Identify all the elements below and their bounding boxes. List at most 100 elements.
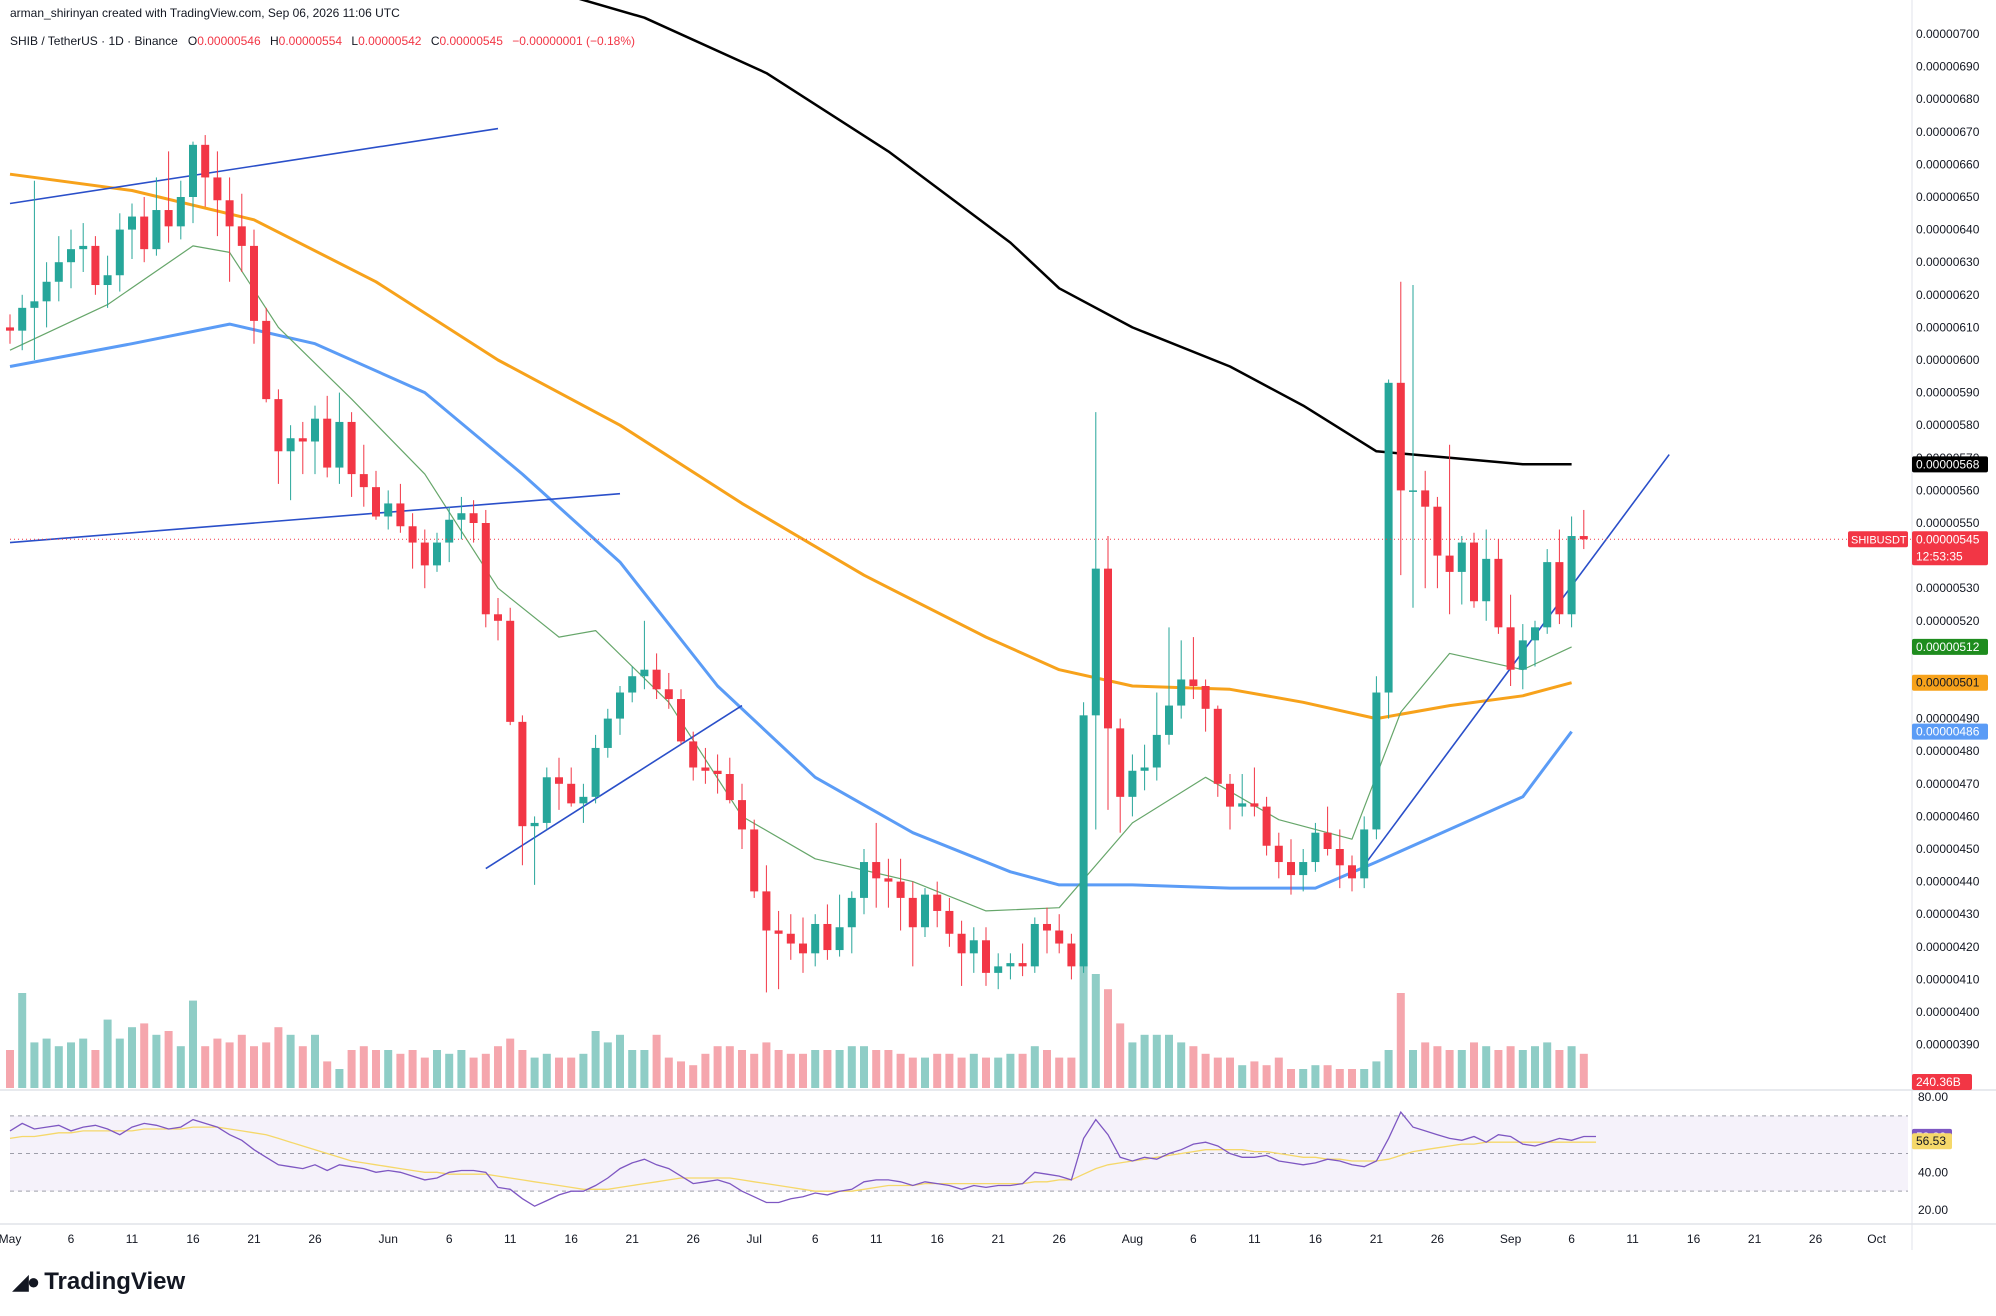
candle-body (445, 519, 454, 543)
candle-body (933, 894, 942, 911)
candle-body (140, 216, 149, 250)
volume-bar (164, 1031, 173, 1088)
candle-body (921, 894, 929, 928)
time-axis-label: Oct (1867, 1232, 1886, 1246)
volume-bar (1091, 974, 1100, 1088)
candle-body (79, 245, 88, 250)
volume-bar (408, 1050, 417, 1088)
candle-body (1531, 627, 1539, 641)
tradingview-logo[interactable]: ◢● TradingView (12, 1268, 185, 1296)
open-value: 0.00000546 (197, 34, 261, 48)
volume-bar (189, 1000, 197, 1088)
moving-average-line (9, 172, 1572, 721)
candle-body (6, 327, 14, 331)
price-axis-tick: 0.00000640 (1916, 223, 1980, 237)
volume-bar (982, 1057, 990, 1088)
time-axis-label: 6 (1568, 1232, 1575, 1246)
volume-bar (18, 993, 27, 1088)
candle-body (286, 438, 295, 452)
volume-bar (1311, 1065, 1320, 1088)
volume-bar (1238, 1065, 1247, 1088)
volume-bar (518, 1050, 527, 1088)
price-axis-tick: 0.00000550 (1916, 516, 1980, 530)
volume-bar (372, 1050, 380, 1088)
candle-body (860, 862, 868, 898)
volume-bar (738, 1050, 746, 1088)
candle-body (189, 144, 197, 197)
high-value: 0.00000554 (278, 34, 343, 48)
candle-body (823, 923, 832, 951)
price-badge-text: 0.00000568 (1916, 457, 1980, 471)
symbol-line[interactable]: SHIB / TetherUS · 1D · Binance (10, 34, 178, 48)
volume-bar (884, 1050, 893, 1088)
candle-body (30, 301, 39, 308)
candle-body (311, 418, 319, 442)
volume-bar (30, 1042, 39, 1088)
symbol-badge (1848, 531, 1908, 548)
candle-body (616, 692, 624, 719)
volume-bar (494, 1046, 502, 1088)
volume-bar (1274, 1057, 1283, 1088)
volume-bar (786, 1053, 795, 1088)
volume-bar (591, 1031, 600, 1088)
time-axis-label: 21 (247, 1232, 261, 1246)
volume-bar (1555, 1050, 1564, 1088)
volume-bar (396, 1053, 405, 1088)
candle-body (1335, 849, 1344, 866)
volume-bar (1567, 1046, 1576, 1088)
candle-body (762, 891, 771, 931)
candle-body (481, 523, 490, 615)
volume-bar (140, 1023, 149, 1088)
candle-body (1079, 715, 1088, 967)
volume-bar (115, 1038, 124, 1088)
candle-body (689, 741, 698, 768)
tradingview-logo-icon: ◢● (12, 1269, 40, 1294)
volume-bar (847, 1046, 856, 1088)
candle-body (213, 177, 222, 201)
volume-bar (1079, 962, 1088, 1088)
volume-bar (1506, 1046, 1515, 1088)
time-axis-label: 6 (1190, 1232, 1197, 1246)
time-axis-label: 11 (870, 1232, 883, 1246)
volume-bar (1213, 1057, 1222, 1088)
candle-body (1323, 832, 1332, 849)
candle-body (384, 503, 393, 517)
low-label: L (351, 34, 359, 48)
price-axis-tick: 0.00000490 (1916, 712, 1980, 726)
volume-bar (713, 1046, 722, 1088)
volume-bar (1409, 1050, 1417, 1088)
price-axis-tick: 0.00000430 (1916, 907, 1980, 921)
volume-bar (42, 1038, 51, 1088)
candle-body (811, 923, 820, 954)
candle-body (201, 144, 210, 178)
volume-bar (1457, 1050, 1466, 1088)
volume-bar (1518, 1050, 1527, 1088)
moving-average-line (9, 245, 1572, 912)
candle-body (591, 747, 600, 797)
candle-body (1201, 686, 1210, 709)
candle-body (372, 487, 380, 517)
candle-body (225, 200, 234, 227)
volume-bar (1189, 1046, 1198, 1088)
volume-bar (896, 1053, 905, 1088)
time-axis-label: 11 (126, 1232, 139, 1246)
candle-body (1409, 490, 1417, 492)
candle-body (738, 800, 746, 830)
candle-body (1494, 558, 1503, 628)
volume-bar (811, 1050, 820, 1088)
candle-body (677, 699, 685, 742)
candle-body (652, 669, 661, 690)
candle-body (835, 927, 844, 951)
volume-bar (664, 1057, 673, 1088)
volume-bar (908, 1057, 917, 1088)
rsi-axis-tick: 20.00 (1918, 1203, 1948, 1217)
volume-bar (1433, 1046, 1442, 1088)
candle-body (1543, 562, 1552, 628)
candle-body (1360, 829, 1369, 879)
candle-body (274, 399, 283, 452)
volume-bar (1372, 1061, 1381, 1088)
time-axis-label: 16 (931, 1232, 945, 1246)
candle-body (1287, 862, 1295, 876)
